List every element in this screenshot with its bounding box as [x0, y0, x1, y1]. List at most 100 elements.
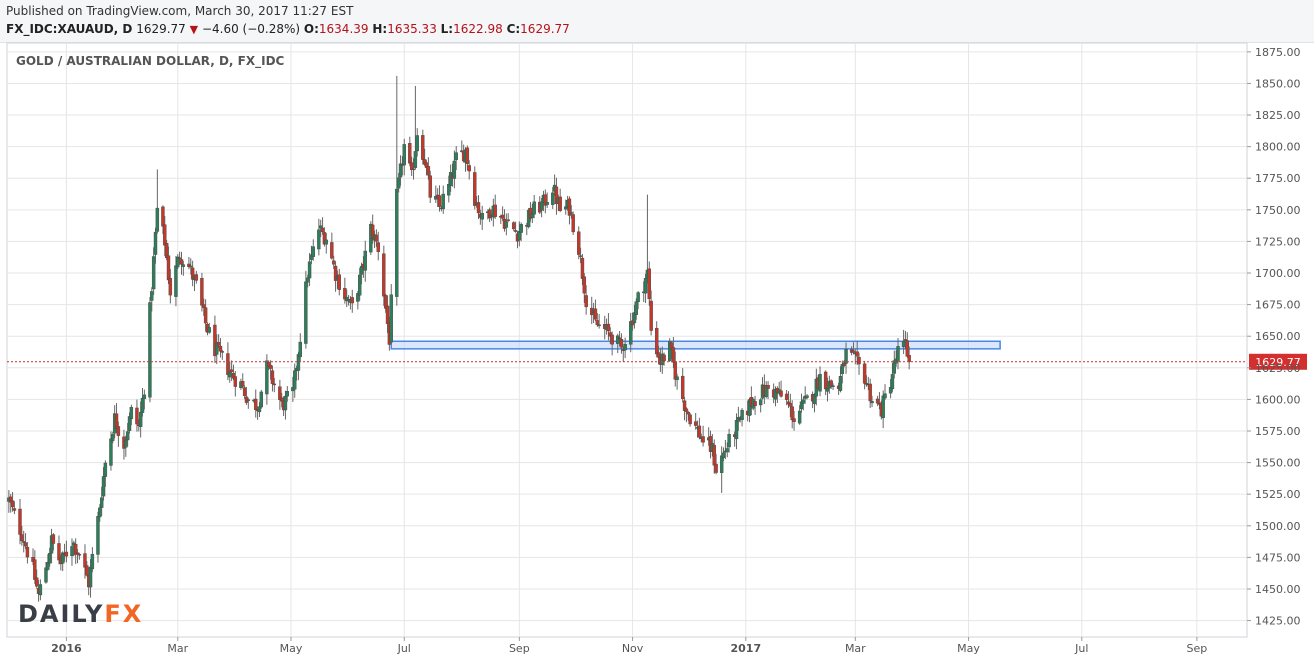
candle	[643, 273, 648, 304]
candle	[684, 407, 689, 423]
candle-body	[571, 214, 575, 233]
candle-body	[304, 281, 308, 344]
candle	[504, 213, 509, 236]
candle	[840, 360, 845, 384]
dailyfx-logo: DAILYFX	[18, 600, 141, 628]
candle-body	[506, 219, 510, 221]
candle	[623, 337, 627, 359]
candle-body	[617, 337, 622, 339]
candle-body	[539, 201, 544, 211]
candle	[218, 338, 223, 358]
candle-body	[838, 376, 843, 391]
candle-body	[476, 202, 481, 214]
candle-body	[688, 414, 692, 425]
candle-body	[179, 259, 184, 265]
candle-body	[350, 297, 354, 304]
candle	[330, 232, 334, 260]
candle	[493, 194, 497, 220]
candle-body	[90, 553, 95, 570]
candle-body	[150, 291, 154, 301]
candle-body	[610, 334, 614, 345]
candle-body	[680, 375, 685, 399]
candle-body	[428, 175, 432, 198]
candlestick-series	[7, 75, 911, 602]
candle	[727, 428, 731, 453]
candle-body	[226, 353, 230, 375]
x-tick-label: Nov	[622, 642, 644, 655]
candle-body	[551, 192, 555, 205]
candle-body	[200, 278, 204, 306]
candle-body	[23, 542, 28, 547]
candle-body	[851, 350, 856, 353]
candle-body	[686, 411, 690, 415]
candle	[324, 232, 328, 254]
candle-body	[413, 151, 418, 168]
candle	[428, 170, 432, 203]
candle-body	[374, 234, 379, 242]
candle-body	[697, 425, 702, 438]
candle-body	[402, 144, 406, 166]
candle	[636, 291, 640, 310]
candle	[18, 498, 22, 545]
price-line-layer: 1629.77	[7, 353, 1307, 370]
candle-body	[582, 276, 587, 294]
candle-body	[454, 152, 458, 161]
candle-body	[64, 551, 69, 557]
candle	[467, 160, 471, 180]
candle	[610, 331, 614, 356]
candle-body	[307, 261, 312, 279]
candle-body	[684, 408, 689, 412]
candle	[580, 254, 585, 286]
candle	[437, 185, 442, 212]
candle-body	[825, 388, 830, 392]
grid-lines	[7, 43, 1247, 637]
candle	[125, 422, 130, 447]
candle	[892, 350, 897, 379]
candle-body	[569, 212, 574, 214]
candle	[246, 397, 251, 409]
candle	[792, 410, 796, 431]
candle-body	[868, 383, 872, 402]
candle	[311, 239, 315, 261]
candle-body	[306, 277, 310, 283]
candle	[385, 295, 390, 334]
candle-body	[396, 177, 401, 189]
candle-body	[797, 410, 802, 424]
candle	[480, 205, 484, 230]
x-tick-label: 2016	[51, 642, 82, 655]
candle	[241, 373, 245, 389]
candle	[675, 373, 679, 390]
candle-body	[512, 222, 516, 230]
price-chart[interactable]: 1629.77 1425.00 1450.00 1475.00 1500.00 1525…	[0, 42, 1314, 664]
candle	[304, 270, 308, 349]
candle	[38, 579, 43, 601]
y-axis[interactable]: 1425.00 1450.00 1475.00 1500.00 1525.00 1550.…	[1247, 46, 1301, 628]
candle-body	[595, 320, 599, 325]
candle	[135, 399, 139, 432]
candle-body	[649, 300, 653, 331]
candle	[421, 129, 425, 165]
x-axis[interactable]: 2016 Mar May Jul Sep Nov 2017 Mar May Jul Sep	[51, 637, 1207, 655]
y-tick-label: 1450.00	[1255, 583, 1301, 596]
candle	[441, 185, 445, 214]
candle	[701, 425, 705, 447]
candle-body	[500, 214, 505, 219]
candle	[363, 240, 367, 282]
candle-body	[788, 403, 793, 407]
candle-body	[421, 135, 425, 160]
candle	[257, 402, 262, 418]
candle-body	[382, 253, 386, 297]
candle-body	[801, 399, 806, 404]
candle	[907, 346, 911, 370]
y-tick-label: 1550.00	[1255, 457, 1301, 470]
candle	[138, 401, 143, 438]
candle	[168, 269, 173, 304]
candle	[215, 334, 219, 365]
candle-body	[57, 543, 61, 561]
candle-body	[254, 398, 258, 410]
candle-body	[138, 411, 143, 427]
candle-body	[441, 193, 445, 210]
candle-body	[116, 426, 121, 436]
candle-body	[241, 381, 245, 387]
candle	[200, 272, 204, 312]
